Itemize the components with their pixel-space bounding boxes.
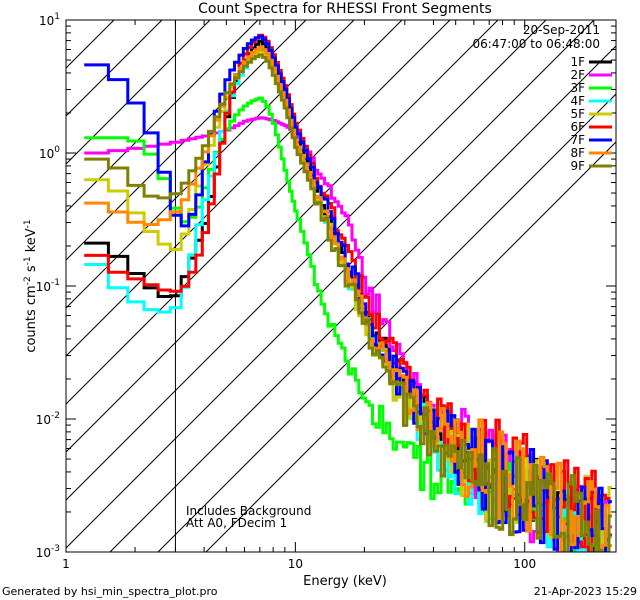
y-tick-label: 10-2: [36, 411, 60, 427]
y-axis-label-exp: -1: [23, 256, 33, 265]
x-tick-label: 1: [62, 557, 70, 571]
y-tick-label: 100: [39, 145, 60, 161]
y-tick-label: 10-3: [36, 544, 60, 560]
hatch-line: [157, 93, 616, 552]
hatch-line: [66, 20, 499, 453]
y-tick-label: 10-1: [36, 278, 60, 294]
y-axis-label: counts cm-2 s-1 keV-1: [23, 219, 39, 352]
hatch-line: [66, 20, 259, 213]
y-axis-label-exp: -1: [23, 219, 33, 228]
legend-label-4F: 4F: [570, 94, 585, 108]
date-label: 20-Sep-2011: [523, 23, 600, 37]
hatch-line: [109, 45, 616, 552]
footer-timestamp: 21-Apr-2023 15:29: [534, 585, 637, 598]
hatch-line: [66, 20, 211, 165]
y-tick-label: 101: [39, 12, 60, 28]
x-axis: 1 10 100: [62, 20, 595, 571]
legend-label-6F: 6F: [570, 120, 585, 134]
y-axis-label-part: s: [24, 265, 39, 276]
y-axis-label-part: counts cm: [24, 285, 39, 352]
hatch-line: [66, 20, 595, 549]
series-9F-line: [84, 53, 612, 552]
annotation-attenuator: Att A0, FDecim 1: [186, 516, 287, 530]
legend-label-9F: 9F: [570, 159, 585, 173]
time-range-label: 06:47:00 to 06:48:00: [473, 37, 600, 51]
hatch-line: [205, 141, 616, 552]
legend-label-3F: 3F: [570, 81, 585, 95]
legend-label-1F: 1F: [570, 55, 585, 69]
hatch-line: [66, 20, 403, 357]
legend-label-5F: 5F: [570, 107, 585, 121]
annotation-background: Includes Background: [186, 504, 311, 518]
hatch-line: [66, 20, 547, 501]
chart-title: Count Spectra for RHESSI Front Segments: [198, 1, 492, 17]
legend-label-2F: 2F: [570, 68, 585, 82]
y-axis-label-exp: -2: [23, 276, 33, 285]
series-group: [84, 20, 612, 552]
x-axis-label: Energy (keV): [303, 574, 387, 589]
hatch-line: [66, 20, 163, 117]
hatch-line: [66, 20, 355, 309]
x-tick-label: 10: [288, 557, 303, 571]
y-axis-label-part: keV: [24, 228, 39, 256]
legend-label-7F: 7F: [570, 133, 585, 147]
x-tick-label: 100: [513, 557, 536, 571]
hatch-line: [66, 20, 307, 261]
hatched-region: [66, 20, 616, 552]
footer-generated-by: Generated by hsi_min_spectra_plot.pro: [2, 585, 218, 598]
legend-label-8F: 8F: [570, 146, 585, 160]
